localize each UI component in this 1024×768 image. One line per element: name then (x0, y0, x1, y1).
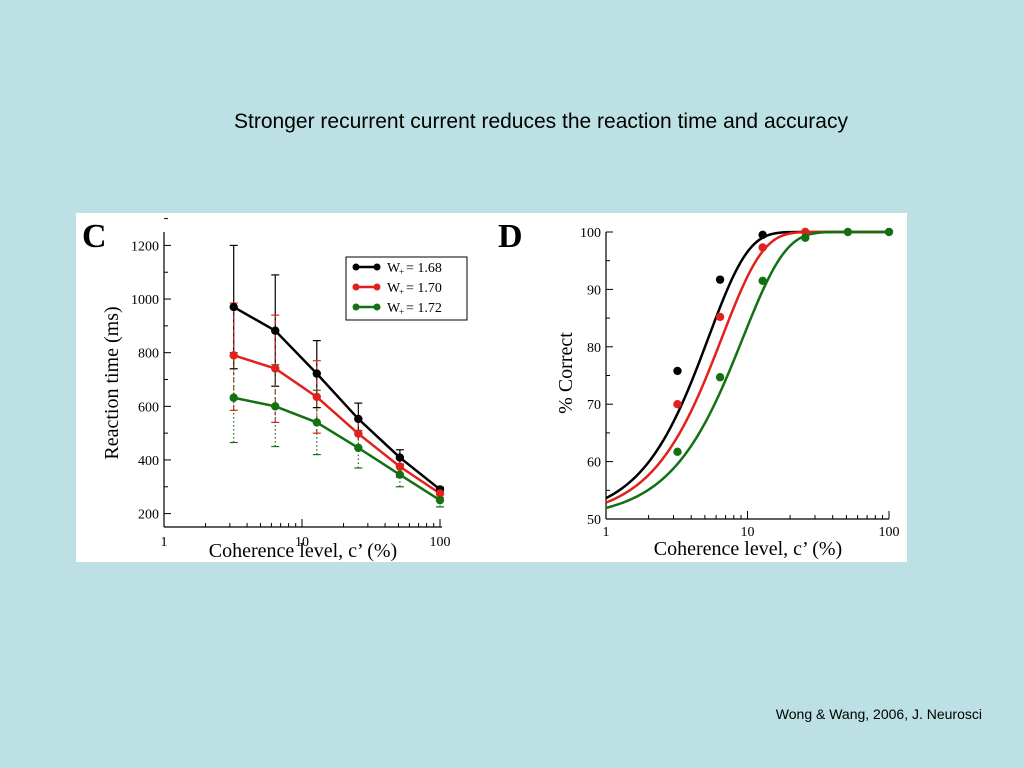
legend-marker (352, 283, 360, 291)
legend-label-value: = 1.72 (406, 301, 442, 316)
data-point (758, 276, 767, 285)
data-point (229, 351, 238, 360)
series-line (233, 306, 441, 491)
y-tick-label: 90 (587, 283, 601, 298)
x-tick-label: 10 (295, 535, 309, 550)
y-tick-label: 400 (138, 454, 159, 469)
panel-c-label: C (82, 218, 107, 255)
data-point (758, 243, 767, 252)
data-point (801, 227, 810, 237)
legend-label-main: W (387, 261, 401, 276)
data-point (395, 470, 405, 479)
y-tick-label: 80 (587, 341, 601, 356)
data-point (715, 275, 725, 284)
data-point (673, 447, 682, 457)
figure-panel: C 200 400 600 800 1000 1200 1 10 100 Coherence l… (76, 213, 907, 562)
legend-marker (373, 303, 381, 311)
data-point (715, 373, 725, 382)
data-point (312, 369, 321, 378)
data-point (395, 462, 405, 471)
panel-c-chart: C 200 400 600 800 1000 1200 1 10 100 Coherence l… (82, 218, 468, 562)
legend-label-main: W (387, 281, 401, 296)
data-point (271, 402, 280, 411)
data-point (271, 364, 280, 373)
legend-marker (373, 283, 381, 291)
data-point (673, 400, 682, 409)
y-tick-label: 70 (587, 398, 601, 413)
data-point (435, 495, 445, 505)
legend-marker (373, 263, 381, 271)
data-point (435, 489, 445, 498)
y-tick-label: 1000 (131, 293, 159, 308)
data-point (271, 326, 280, 335)
slide-title: Stronger recurrent current reduces the r… (234, 110, 848, 133)
legend-label-sub: + (399, 287, 404, 297)
y-tick-label: 100 (580, 226, 601, 241)
x-tick-label: 1 (603, 525, 610, 540)
data-point (843, 227, 853, 237)
panel-d-xlabel: Coherence level, c’ (%) (654, 538, 842, 560)
legend-marker (352, 303, 360, 311)
panel-d-ylabel: % Correct (555, 332, 577, 414)
psychometric-curve (605, 230, 889, 500)
series-line (233, 396, 441, 502)
psychometric-curve (605, 230, 889, 510)
legend-label-value: = 1.70 (406, 281, 442, 296)
legend-label-main: W (387, 301, 401, 316)
data-point (395, 453, 405, 462)
legend-label-sub: + (399, 307, 404, 317)
panel-c-xlabel: Coherence level, c’ (%) (209, 540, 397, 562)
data-point (229, 302, 238, 312)
y-tick-label: 50 (587, 513, 601, 528)
panel-c-ylabel: Reaction time (ms) (101, 306, 123, 459)
y-tick-label: 1200 (131, 239, 159, 254)
figure-svg: C 200 400 600 800 1000 1200 1 10 100 Coherence l… (82, 218, 900, 562)
panel-c-legend: W+ = 1.68W+ = 1.70W+ = 1.72 (345, 256, 468, 321)
data-point (801, 233, 810, 242)
legend-label-sub: + (399, 267, 404, 277)
data-point (758, 230, 767, 240)
y-tick-label: 600 (138, 400, 159, 415)
x-tick-label: 1 (161, 535, 168, 550)
y-tick-label: 60 (587, 456, 601, 471)
legend-marker (352, 263, 360, 271)
data-point (354, 443, 363, 453)
y-tick-label: 800 (138, 347, 159, 362)
data-point (354, 414, 363, 424)
data-point (884, 227, 894, 237)
panel-d-label: D (498, 218, 523, 255)
data-point (312, 392, 321, 402)
x-tick-label: 100 (879, 525, 900, 540)
x-tick-label: 100 (430, 535, 451, 550)
y-tick-label: 200 (138, 508, 159, 523)
data-point (312, 418, 321, 427)
legend-label-value: = 1.68 (406, 261, 442, 276)
series-line (233, 354, 441, 495)
x-tick-label: 10 (741, 525, 755, 540)
data-point (354, 429, 363, 438)
data-point (715, 312, 725, 322)
data-point (229, 393, 238, 402)
data-point (673, 366, 682, 376)
citation: Wong & Wang, 2006, J. Neurosci (775, 706, 982, 722)
